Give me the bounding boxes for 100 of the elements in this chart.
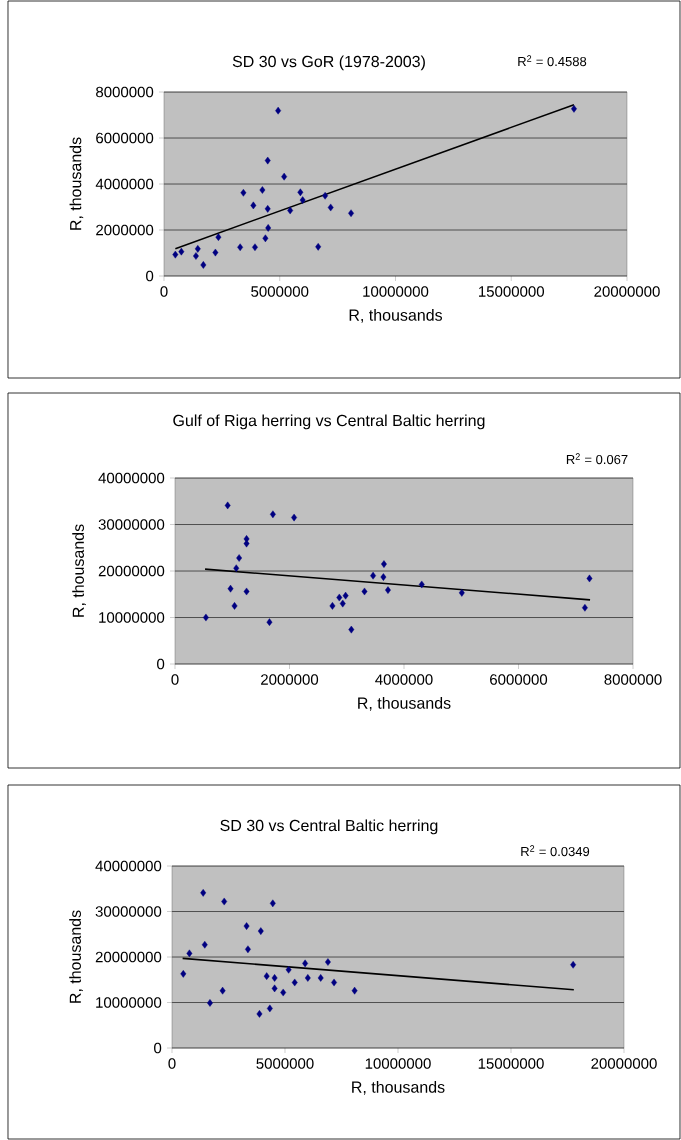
chart-title: Gulf of Riga herring vs Central Baltic herring xyxy=(173,414,485,430)
y-tick-label: 6000000 xyxy=(96,132,154,144)
point xyxy=(342,591,349,600)
point xyxy=(194,245,201,253)
point xyxy=(285,965,292,974)
point xyxy=(212,248,219,257)
point xyxy=(280,988,287,997)
point xyxy=(266,618,273,626)
point xyxy=(200,889,207,897)
point xyxy=(327,203,334,212)
point xyxy=(201,940,208,949)
point xyxy=(180,970,187,978)
y-tick-label: 8000000 xyxy=(96,86,154,98)
point xyxy=(227,584,234,593)
point xyxy=(329,602,336,610)
x-axis-title: R, thousands xyxy=(349,309,443,323)
point xyxy=(317,974,324,982)
point xyxy=(271,984,278,993)
y-axis-title: R, thousands xyxy=(69,910,83,1003)
point xyxy=(186,949,193,958)
x-axis-title: R, thousands xyxy=(352,1081,445,1095)
point xyxy=(381,560,387,568)
point xyxy=(418,580,425,589)
point xyxy=(259,186,266,194)
point xyxy=(236,554,243,562)
point xyxy=(322,191,329,200)
point xyxy=(263,972,270,980)
point xyxy=(207,999,213,1007)
chart-title: SD 30 vs GoR (1978-2003) xyxy=(232,55,425,71)
point xyxy=(302,959,309,968)
point xyxy=(264,156,271,165)
point xyxy=(336,593,343,602)
point xyxy=(385,586,391,594)
text: R$^{2}$ = 0.067 xyxy=(566,453,628,465)
point xyxy=(243,587,250,596)
y-tick-label: 20000000 xyxy=(95,951,162,963)
x-tick-label: 0 xyxy=(171,674,179,685)
point xyxy=(250,201,257,210)
point xyxy=(297,188,304,197)
x-tick-label: 20000000 xyxy=(591,1058,657,1069)
y-tick-label: 2000000 xyxy=(96,224,154,236)
y-tick-label: 30000000 xyxy=(98,519,165,530)
chart-title: SD 30 vs Central Baltic herring xyxy=(220,819,438,835)
point xyxy=(299,196,306,204)
point xyxy=(257,927,264,935)
point xyxy=(221,897,228,906)
y-tick-label: 0 xyxy=(146,270,154,282)
y-tick-label: 10000000 xyxy=(96,997,162,1008)
point xyxy=(458,589,465,597)
point xyxy=(315,243,322,251)
point xyxy=(271,974,278,982)
point xyxy=(215,233,222,241)
y-tick-label: 40000000 xyxy=(98,472,165,484)
y-axis-title: R, thousands xyxy=(72,524,86,617)
y-tick-label: 0 xyxy=(154,1042,162,1054)
point xyxy=(172,250,179,259)
point xyxy=(224,501,231,510)
y-tick-label: 30000000 xyxy=(95,906,162,917)
point xyxy=(586,574,593,583)
point xyxy=(269,899,276,908)
point xyxy=(380,573,387,581)
x-tick-label: 8000000 xyxy=(604,674,662,685)
point xyxy=(325,958,331,966)
text: R$^{2}$ = 0.4588 xyxy=(518,55,587,67)
point xyxy=(265,224,272,232)
point xyxy=(178,247,185,256)
x-tick-label: 20000000 xyxy=(594,286,660,297)
y-tick-label: 10000000 xyxy=(99,612,165,623)
y-tick-label: 4000000 xyxy=(95,178,154,190)
point xyxy=(304,974,311,982)
x-tick-label: 6000000 xyxy=(490,674,548,685)
point xyxy=(351,986,358,995)
point xyxy=(291,978,298,987)
point xyxy=(200,261,207,269)
x-tick-label: 15000000 xyxy=(479,286,545,297)
x-tick-label: 4000000 xyxy=(375,674,433,685)
point xyxy=(256,1010,263,1018)
x-tick-label: 10000000 xyxy=(365,1058,431,1069)
y-tick-label: 40000000 xyxy=(95,860,162,872)
x-tick-label: 5000000 xyxy=(251,286,309,297)
point xyxy=(570,960,577,969)
point xyxy=(237,243,244,252)
point xyxy=(219,986,226,995)
point xyxy=(275,106,282,115)
point xyxy=(243,922,250,930)
x-tick-label: 5000000 xyxy=(256,1058,314,1069)
y-axis-title: R, thousands xyxy=(69,137,84,230)
x-tick-label: 0 xyxy=(168,1058,176,1069)
point xyxy=(262,234,269,243)
point xyxy=(264,205,271,213)
point xyxy=(281,172,288,181)
x-tick-label: 10000000 xyxy=(363,286,429,297)
x-tick-label: 15000000 xyxy=(478,1058,544,1069)
point xyxy=(233,564,240,573)
y-tick-label: 0 xyxy=(157,658,165,670)
point xyxy=(339,599,346,608)
point xyxy=(287,206,294,215)
x-tick-label: 2000000 xyxy=(261,674,319,685)
point xyxy=(266,1004,273,1013)
point xyxy=(571,105,577,113)
